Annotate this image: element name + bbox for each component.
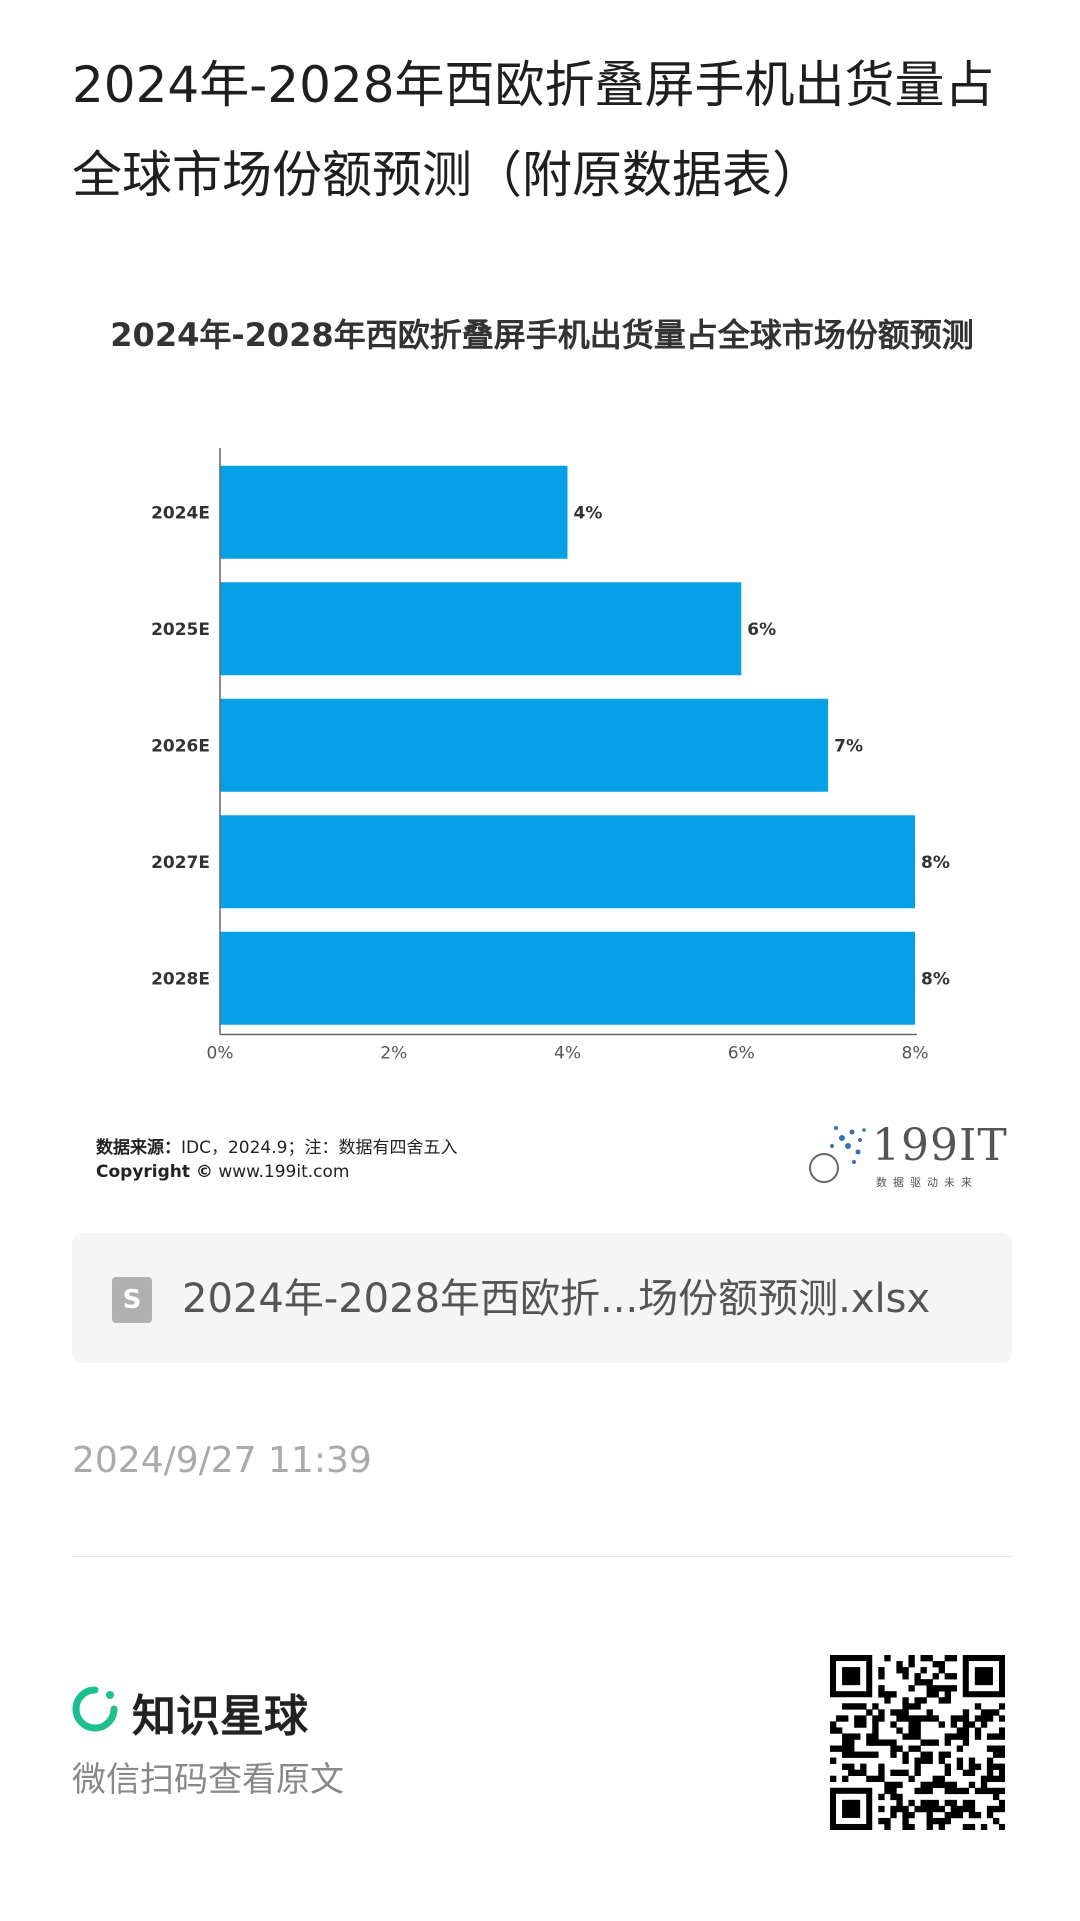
bar <box>220 465 568 559</box>
copyright-label: Copyright © <box>96 1162 213 1182</box>
post-timestamp: 2024/9/27 11:39 <box>72 1440 372 1481</box>
qr-code-icon[interactable] <box>830 1655 1005 1830</box>
knowledge-planet-logo-icon <box>72 1686 118 1732</box>
data-label: 8% <box>921 853 950 873</box>
bar <box>220 815 915 909</box>
source-label: 数据来源： <box>96 1138 181 1158</box>
logo-slogan: 数据驱动未来 <box>876 1176 978 1189</box>
category-label: 2026E <box>151 736 210 756</box>
brand-name: 知识星球 <box>132 1691 308 1742</box>
x-tick-label: 0% <box>207 1044 234 1064</box>
data-label: 4% <box>574 503 603 523</box>
category-label: 2028E <box>151 969 210 989</box>
data-label: 7% <box>834 736 863 756</box>
spreadsheet-file-icon: S <box>112 1277 152 1323</box>
category-label: 2025E <box>151 620 210 640</box>
category-label: 2027E <box>151 853 210 873</box>
bar <box>220 698 829 792</box>
chart-card: 2024年-2028年西欧折叠屏手机出货量占全球市场份额预测 2024E 4% 20… <box>72 290 1012 1220</box>
x-tick-label: 6% <box>728 1044 755 1064</box>
bar <box>220 931 915 1025</box>
data-label: 8% <box>921 969 950 989</box>
x-tick-label: 8% <box>902 1044 929 1064</box>
x-tick-label: 4% <box>554 1044 581 1064</box>
chart-title: 2024年-2028年西欧折叠屏手机出货量占全球市场份额预测 <box>110 316 974 354</box>
bar-chart: 2024E 4% 2025E 6% 2026E 7% 2027E 8% 2028E 8% 0% 2% 4… <box>151 448 950 1064</box>
source-text: IDC，2024.9；注：数据有四舍五入 <box>181 1138 458 1158</box>
scan-hint: 微信扫码查看原文 <box>72 1760 344 1800</box>
bar <box>220 582 742 676</box>
category-label: 2024E <box>151 503 210 523</box>
data-label: 6% <box>747 620 776 640</box>
logo-dots-icon <box>809 1126 866 1183</box>
data-source: 数据来源：IDC，2024.9；注：数据有四舍五入 <box>96 1133 457 1158</box>
attachment-file-card[interactable]: S 2024年-2028年西欧折...场份额预测.xlsx <box>72 1233 1012 1363</box>
x-tick-label: 2% <box>380 1044 407 1064</box>
copyright: Copyright © www.199it.com <box>96 1162 349 1182</box>
copyright-text: www.199it.com <box>212 1162 350 1182</box>
file-name[interactable]: 2024年-2028年西欧折...场份额预测.xlsx <box>182 1276 931 1322</box>
page-title: 2024年-2028年西欧折叠屏手机出货量占全球市场份额预测（附原数据表） <box>72 56 995 204</box>
logo-199it: 199IT 数据驱动未来 <box>802 1116 1007 1196</box>
logo-text: 199IT <box>872 1120 1008 1171</box>
divider <box>72 1556 1012 1557</box>
